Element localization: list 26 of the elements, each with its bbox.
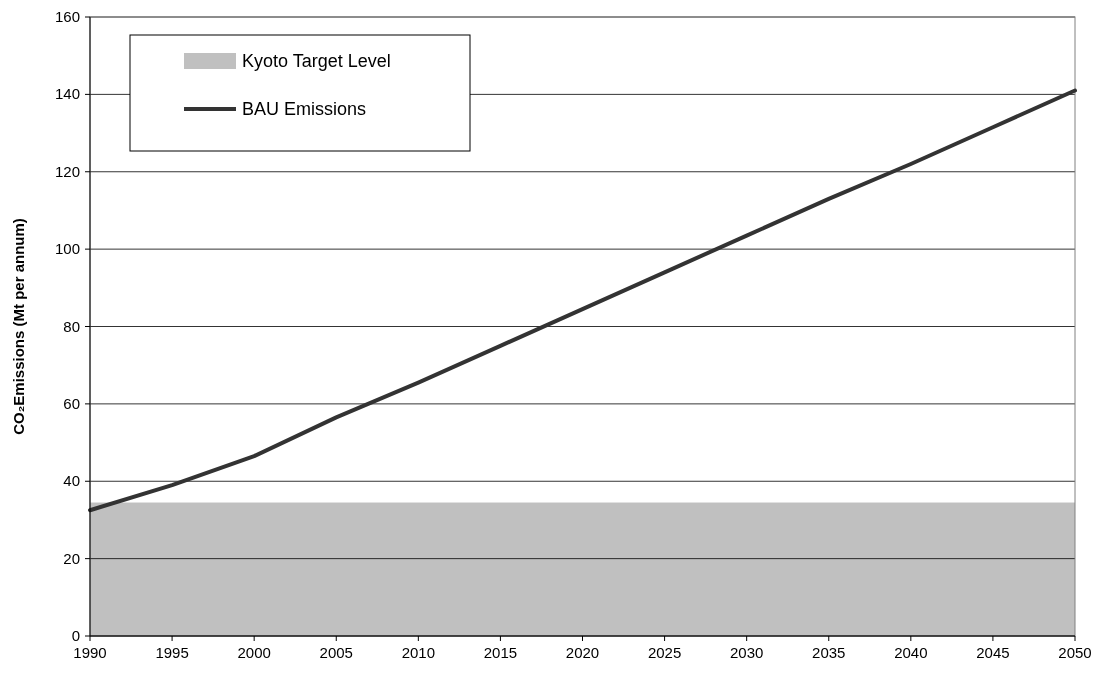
x-tick-label: 2030 xyxy=(729,644,764,661)
y-tick-label: 0 xyxy=(71,627,80,644)
x-tick-label: 2015 xyxy=(483,644,518,661)
y-tick-label: 40 xyxy=(63,472,80,490)
x-tick-label: 2010 xyxy=(401,644,436,661)
x-tick-label: 2000 xyxy=(237,644,271,661)
line-series xyxy=(88,88,1077,513)
x-tick-label: 2045 xyxy=(976,644,1010,661)
legend-label: BAU Emissions xyxy=(242,99,367,119)
y-tick-label: 120 xyxy=(54,162,80,180)
y-tick-label: 80 xyxy=(63,317,80,335)
x-tick-label: 2005 xyxy=(319,644,353,661)
x-tick-label: 1995 xyxy=(155,644,189,661)
x-tick-label: 2035 xyxy=(812,644,846,661)
x-tick-label: 1990 xyxy=(73,644,107,661)
x-tick-label: 2050 xyxy=(1058,644,1092,661)
y-axis-title: CO₂Emissions (Mt per annum) xyxy=(10,218,27,435)
x-tick-label: 2020 xyxy=(565,644,600,661)
y-tick-label: 140 xyxy=(54,85,80,103)
x-tick-label: 2025 xyxy=(647,644,682,661)
y-tick-label: 160 xyxy=(54,8,80,25)
y-tick-label: 60 xyxy=(63,394,80,412)
y-tick-label: 20 xyxy=(63,549,80,567)
x-tick-label: 2040 xyxy=(894,644,928,661)
legend-label: Kyoto Target Level xyxy=(242,51,391,71)
y-tick-label: 100 xyxy=(54,240,80,258)
